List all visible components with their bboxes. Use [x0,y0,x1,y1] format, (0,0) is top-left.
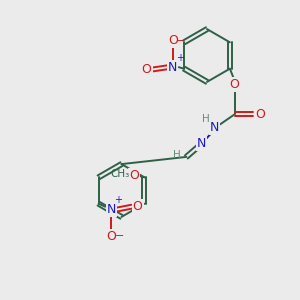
Text: O: O [230,78,240,91]
Text: −: − [115,231,124,241]
Text: +: + [176,53,184,63]
Text: N: N [197,137,206,150]
Text: +: + [114,195,122,205]
Text: O: O [106,230,116,243]
Text: O: O [133,200,142,213]
Text: O: O [129,169,139,182]
Text: H: H [173,150,181,161]
Text: N: N [106,203,116,216]
Text: H: H [202,114,209,124]
Text: CH₃: CH₃ [110,169,129,179]
Text: O: O [168,34,178,47]
Text: O: O [142,63,152,76]
Text: N: N [168,61,177,74]
Text: O: O [255,108,265,121]
Text: N: N [210,121,219,134]
Text: −: − [176,36,185,46]
